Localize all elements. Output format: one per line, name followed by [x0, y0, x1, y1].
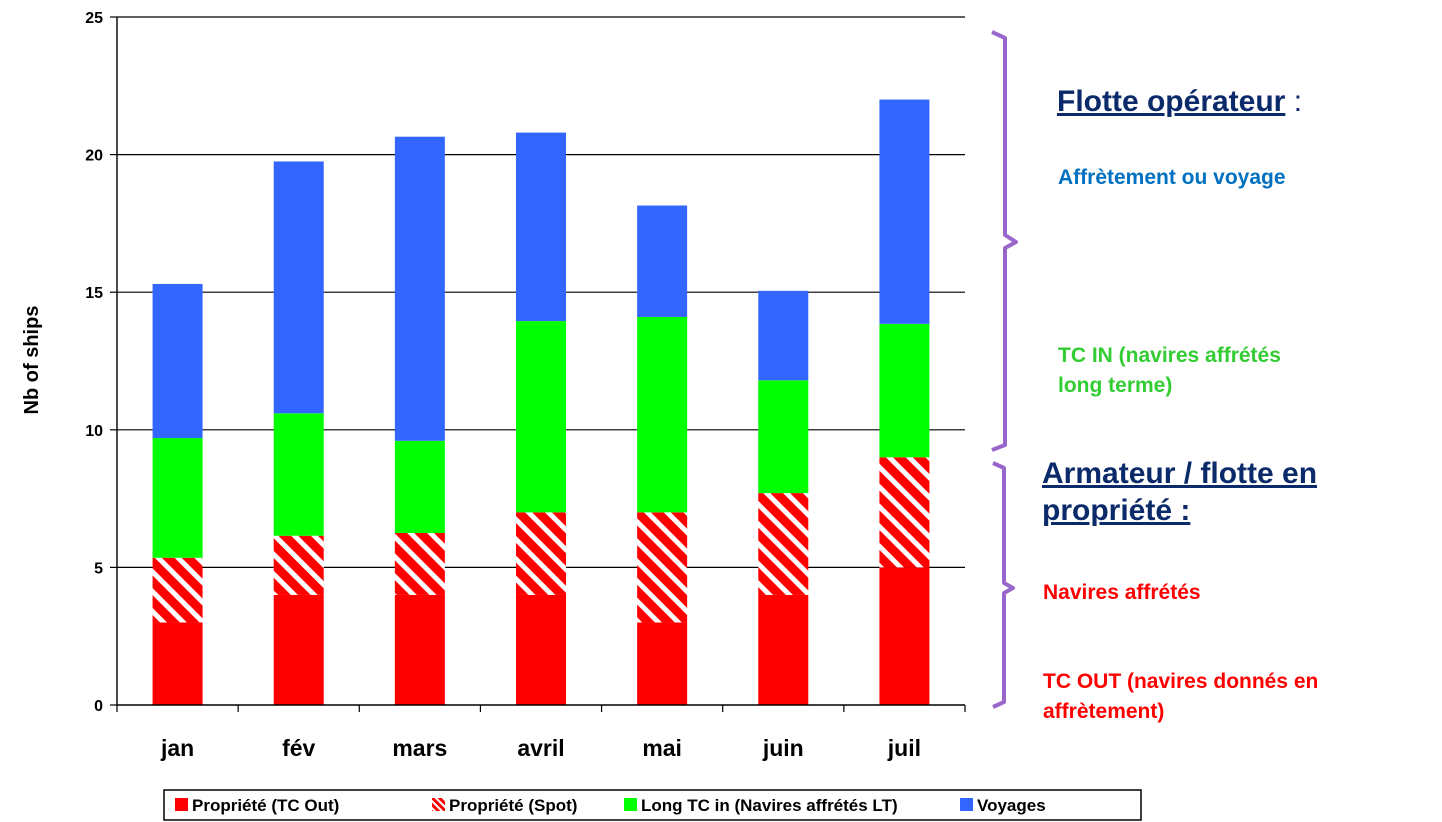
bar-segment-propri-t-tc-out — [394, 594, 445, 705]
owner-heading-line2: propriété : — [1042, 494, 1191, 527]
operator-heading: Flotte opérateur : — [1057, 85, 1302, 119]
bar-segment-propri-t-tc-out — [879, 567, 930, 705]
legend-label: Propriété (TC Out) — [192, 796, 339, 815]
owner-tcout-line2: affrètement) — [1043, 700, 1165, 723]
bar-segment-propri-t-spot — [273, 535, 324, 595]
bar-segment-propri-t-spot — [637, 512, 688, 623]
owner-bracket — [992, 461, 1015, 709]
bar-segment-long-tc-in-navires-affr-t-s-lt — [758, 380, 809, 494]
bar-segment-long-tc-in-navires-affr-t-s-lt — [273, 413, 324, 536]
bar-segment-propri-t-spot — [516, 512, 566, 595]
bar-segment-voyages — [394, 136, 445, 441]
y-tick-label: 5 — [94, 560, 103, 577]
owner-chartered-label: Navires affrétés — [1043, 581, 1201, 604]
x-tick-label: avril — [517, 735, 564, 761]
legend-swatch — [432, 798, 445, 811]
legend: Propriété (TC Out) Propriété (Spot) Long T… — [163, 789, 1142, 821]
bar-segment-propri-t-spot — [758, 493, 809, 595]
bar-segment-propri-t-spot — [879, 457, 930, 568]
bar-segment-voyages — [637, 205, 688, 317]
bar-segment-propri-t-tc-out — [152, 622, 203, 705]
operator-tcin-line2: long terme) — [1058, 374, 1173, 397]
owner-tcout-line1: TC OUT (navires donnés en — [1043, 670, 1319, 693]
bar-segment-propri-t-tc-out — [758, 594, 809, 705]
owner-heading: Armateur / flotte en propriété : — [1042, 455, 1317, 529]
bar-segment-long-tc-in-navires-affr-t-s-lt — [152, 438, 203, 558]
bar-segment-voyages — [152, 283, 203, 439]
bar-segment-long-tc-in-navires-affr-t-s-lt — [637, 316, 688, 513]
y-tick-label: 20 — [85, 148, 103, 165]
legend-swatch — [175, 798, 188, 811]
operator-bracket — [991, 30, 1018, 452]
bar-segment-propri-t-tc-out — [273, 594, 324, 705]
axes: 0 5 10 15 20 25 jan fév mars avril mai juin juil — [85, 10, 966, 761]
operator-voyage-label: Affrètement ou voyage — [1058, 166, 1286, 189]
bar-segment-voyages — [879, 99, 930, 324]
legend-label: Propriété (Spot) — [449, 796, 577, 815]
owner-heading-line1: Armateur / flotte en — [1042, 457, 1318, 490]
bar-segment-voyages — [516, 132, 566, 322]
bar-segment-propri-t-tc-out — [516, 594, 566, 705]
y-tick-label: 10 — [85, 423, 103, 440]
y-tick-label: 15 — [85, 285, 103, 302]
legend-label: Voyages — [977, 796, 1046, 815]
legend-swatch — [624, 798, 637, 811]
operator-heading-title: Flotte opérateur — [1057, 85, 1286, 118]
bar-segment-long-tc-in-navires-affr-t-s-lt — [516, 321, 566, 513]
operator-heading-colon: : — [1285, 85, 1303, 118]
bar-segment-propri-t-spot — [152, 557, 203, 623]
legend-swatch — [960, 798, 973, 811]
operator-tcin-line1: TC IN (navires affrétés — [1058, 344, 1281, 367]
x-tick-label: mai — [642, 735, 682, 761]
legend-label: Long TC in (Navires affrétés LT) — [641, 796, 898, 815]
y-axis-label: Nb of ships — [21, 306, 43, 415]
x-tick-label: juil — [887, 735, 921, 761]
bar-segment-propri-t-tc-out — [637, 622, 688, 705]
bar-segment-voyages — [273, 161, 324, 414]
y-tick-label: 0 — [94, 698, 103, 715]
bar-segment-long-tc-in-navires-affr-t-s-lt — [879, 323, 930, 458]
bars — [152, 99, 930, 705]
owner-tcout-label: TC OUT (navires donnés en affrètement) — [1043, 667, 1318, 727]
bar-segment-voyages — [758, 290, 809, 381]
x-tick-label: jan — [160, 735, 194, 761]
brackets — [991, 30, 1018, 709]
bar-segment-long-tc-in-navires-affr-t-s-lt — [394, 440, 445, 533]
operator-tcin-label: TC IN (navires affrétés long terme) — [1058, 341, 1281, 401]
legend-box — [163, 789, 1142, 821]
x-tick-label: fév — [282, 735, 315, 761]
y-tick-label: 25 — [85, 10, 103, 27]
x-tick-label: mars — [392, 735, 447, 761]
x-tick-label: juin — [762, 735, 804, 761]
bar-segment-propri-t-spot — [394, 533, 445, 595]
